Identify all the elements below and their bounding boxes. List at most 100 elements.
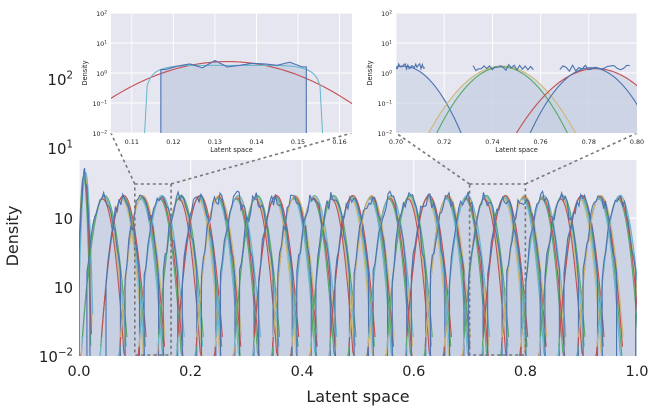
- inset-x-tick-label: 0.72: [437, 138, 451, 146]
- inset-histogram-line: [559, 64, 630, 73]
- component-histogram: [506, 198, 541, 356]
- component-curve: [158, 194, 204, 338]
- component-histogram: [468, 192, 503, 356]
- component-histogram: [200, 191, 236, 356]
- inset-y-tick-label: 100: [381, 69, 392, 78]
- inset-y-tick-label: 10−1: [377, 99, 392, 108]
- y-tick-label: 10−2: [39, 348, 73, 366]
- inset-x-tick-label: 0.14: [249, 138, 263, 146]
- component-histogram: [79, 168, 91, 356]
- component-histogram: [296, 194, 331, 356]
- x-tick-label: 1.0: [625, 364, 648, 380]
- inset-x-tick-label: 0.13: [208, 138, 222, 146]
- component-histogram: [448, 191, 484, 356]
- zoom-connectors: [110, 132, 638, 185]
- component-curve: [482, 194, 529, 338]
- component-histogram: [162, 189, 198, 356]
- component-histogram: [181, 192, 217, 356]
- y-tick-label: 10: [54, 210, 73, 228]
- component-curve: [272, 194, 319, 338]
- component-curve: [329, 194, 376, 338]
- inset-right-chart: 0.70 0.72 0.74 0.76 0.78 0.80 102 101 100 10−1 10−…: [366, 9, 644, 154]
- inset-left-chart: 0.11 0.12 0.13 0.14 0.15 0.16 102 101 100 10−1 10−…: [81, 9, 352, 154]
- component-curve: [406, 194, 452, 338]
- inset-y-axis-label: Density: [366, 60, 374, 85]
- zoom-connector-line: [525, 132, 638, 185]
- inset-x-tick-label: 0.76: [533, 138, 547, 146]
- component-curve: [215, 194, 262, 338]
- component-histogram: [124, 194, 160, 356]
- component-histogram: [143, 195, 179, 356]
- component-histogram: [563, 192, 599, 356]
- component-histogram: [239, 192, 274, 356]
- component-curve: [577, 194, 624, 338]
- y-tick-label: 10: [54, 279, 73, 297]
- component-histogram: [86, 190, 121, 356]
- inset-x-tick-label: 0.16: [332, 138, 346, 146]
- inset-y-tick-label: 10−1: [92, 99, 107, 108]
- inset-cyan-curve: [143, 64, 324, 133]
- component-curve: [119, 194, 166, 338]
- component-histogram: [601, 194, 637, 356]
- x-tick-label: 0.2: [179, 364, 202, 380]
- inset-y-tick-label: 101: [96, 39, 107, 48]
- component-histogram: [525, 189, 560, 356]
- inset-y-tick-label: 102: [381, 9, 392, 18]
- inset-component-fill: [521, 67, 637, 133]
- inset-x-tick-label: 0.80: [630, 138, 644, 146]
- x-tick-label: 0.4: [291, 364, 314, 380]
- inset-series-group: [396, 62, 637, 133]
- component-curve: [291, 194, 338, 338]
- x-tick-label: 0.8: [514, 364, 537, 380]
- component-curve: [79, 171, 94, 315]
- inset-x-axis-label: Latent space: [210, 146, 253, 154]
- zoom-connector-line: [170, 132, 353, 185]
- inset-x-tick-label: 0.15: [291, 138, 305, 146]
- inset-y-axis-label: Density: [81, 60, 89, 85]
- inset-x-tick-label: 0.11: [125, 138, 139, 146]
- component-histogram: [105, 192, 141, 356]
- component-histogram: [410, 193, 446, 356]
- component-histogram: [487, 195, 522, 356]
- zoom-window-box: [134, 183, 172, 356]
- component-curve: [597, 194, 637, 338]
- inset-x-tick-label: 0.12: [166, 138, 180, 146]
- component-histogram: [544, 190, 579, 356]
- y-tick-label: 101: [47, 140, 73, 158]
- component-histogram: [315, 192, 350, 356]
- component-histogram: [391, 191, 427, 356]
- inset-histogram-line: [472, 63, 534, 72]
- component-curve: [348, 194, 395, 338]
- inset-y-tick-label: 100: [96, 69, 107, 78]
- component-curve: [310, 194, 357, 338]
- inset-x-tick-label: 0.78: [582, 138, 596, 146]
- component-histogram: [219, 190, 255, 356]
- inset-histogram-fill: [160, 60, 307, 133]
- component-histogram: [429, 191, 465, 356]
- component-histogram: [334, 195, 370, 356]
- inset-component-curve: [529, 67, 637, 133]
- inset-histogram-line: [396, 62, 426, 72]
- component-histogram: [582, 195, 618, 356]
- inset-y-tick-label: 10−2: [377, 129, 392, 138]
- x-tick-label: 0.0: [67, 364, 90, 380]
- zoom-window-box: [468, 183, 527, 356]
- main-series-group: [79, 168, 637, 356]
- y-axis-label: Density: [3, 206, 22, 267]
- inset-x-tick-label: 0.70: [389, 138, 403, 146]
- inset-y-tick-label: 102: [96, 9, 107, 18]
- inset-y-tick-label: 101: [381, 39, 392, 48]
- inset-series-group: [111, 59, 352, 133]
- inset-x-tick-label: 0.74: [485, 138, 499, 146]
- y-tick-label: 102: [47, 71, 73, 89]
- component-histogram: [258, 194, 293, 356]
- component-curve: [463, 194, 510, 338]
- component-histogram: [372, 190, 408, 356]
- inset-x-axis-label: Latent space: [495, 146, 538, 154]
- inset-histogram-line: [160, 59, 307, 133]
- inset-y-tick-label: 10−2: [92, 129, 107, 138]
- component-histogram: [353, 196, 389, 356]
- main-chart: 0.0 0.2 0.4 0.6 0.8 1.0 102 101 10 10 10−2 Latent s…: [3, 71, 649, 406]
